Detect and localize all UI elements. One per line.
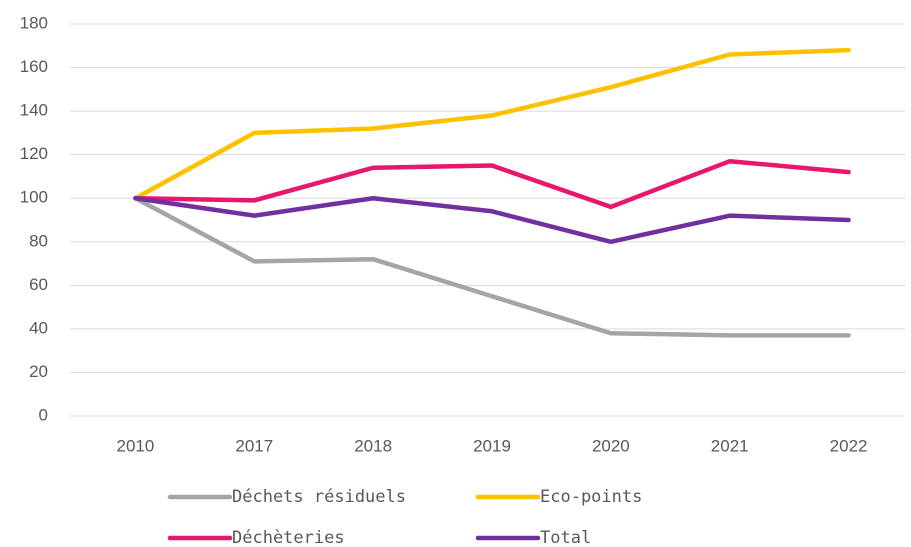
x-tick-label: 2017 bbox=[235, 436, 273, 455]
y-tick-label: 140 bbox=[20, 101, 48, 120]
x-tick-label: 2022 bbox=[830, 436, 868, 455]
series-line bbox=[133, 195, 851, 338]
y-tick-label: 0 bbox=[39, 405, 48, 424]
y-tick-label: 180 bbox=[20, 13, 48, 32]
y-tick-label: 20 bbox=[29, 362, 48, 381]
y-tick-label: 160 bbox=[20, 57, 48, 76]
x-tick-label: 2010 bbox=[117, 436, 155, 455]
legend-label: Déchèteries bbox=[232, 528, 345, 547]
y-tick-label: 120 bbox=[20, 144, 48, 163]
legend-label: Déchets résiduels bbox=[232, 487, 406, 507]
x-tick-label: 2019 bbox=[473, 436, 511, 455]
y-tick-label: 40 bbox=[29, 318, 48, 337]
y-tick-label: 60 bbox=[29, 275, 48, 294]
series-line bbox=[133, 158, 851, 210]
x-tick-label: 2018 bbox=[354, 436, 392, 455]
series-line bbox=[133, 195, 851, 245]
series-line bbox=[133, 47, 851, 201]
y-tick-label: 80 bbox=[29, 231, 48, 250]
x-tick-label: 2021 bbox=[711, 436, 749, 455]
y-tick-label: 100 bbox=[20, 188, 48, 207]
legend-label: Total bbox=[540, 528, 591, 547]
x-tick-label: 2020 bbox=[592, 436, 630, 455]
legend-label: Eco-points bbox=[540, 487, 642, 507]
